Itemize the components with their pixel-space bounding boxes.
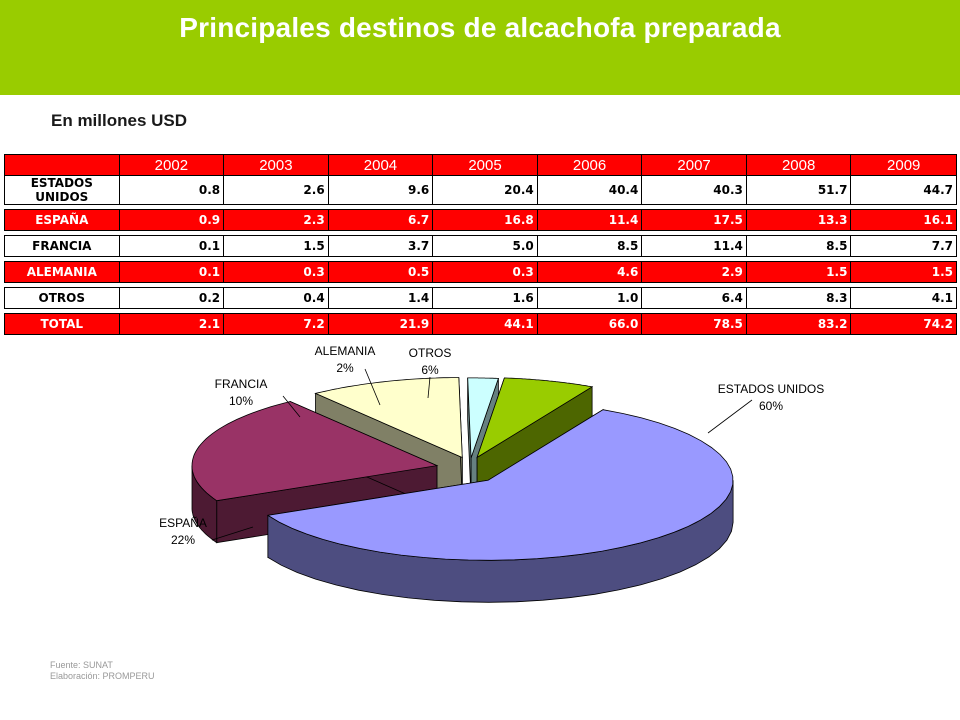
destinations-table: 2002 2003 2004 2005 2006 2007 2008 2009 … — [4, 154, 957, 335]
year-header: 2003 — [223, 154, 329, 176]
table-cell: 2.1 — [118, 313, 225, 335]
table-cell: 6.4 — [641, 287, 747, 309]
table-cell: 4.6 — [536, 261, 643, 283]
table-cell: 11.4 — [536, 209, 643, 231]
row-label: TOTAL — [4, 313, 120, 335]
table-cell: 17.5 — [641, 209, 747, 231]
slice-top-face — [467, 377, 499, 459]
table-cell: 5.0 — [432, 235, 538, 257]
table-cell: 0.5 — [327, 261, 434, 283]
table-cell: 7.2 — [223, 313, 329, 335]
table-cell: 2.3 — [223, 209, 329, 231]
table-subtitle: En millones USD — [51, 111, 188, 130]
year-header: 2008 — [745, 154, 852, 176]
year-header: 2005 — [432, 154, 538, 176]
row-label: ALEMANIA — [4, 261, 120, 283]
table-row: ESTADOS UNIDOS 0.8 2.6 9.6 20.4 40.4 40.3 51.7 4… — [4, 175, 957, 205]
table-cell: 0.4 — [223, 287, 329, 309]
table-header-row: 2002 2003 2004 2005 2006 2007 2008 2009 — [4, 154, 957, 176]
table-cell: 78.5 — [641, 313, 747, 335]
footer-elaboration: Elaboración: PROMPERU — [50, 671, 155, 681]
table-cell: 8.3 — [745, 287, 852, 309]
table-cell: 44.7 — [850, 175, 957, 205]
table-cell: 8.5 — [745, 235, 852, 257]
table-cell: 40.4 — [536, 175, 643, 205]
table-cell: 7.7 — [850, 235, 957, 257]
table-row: OTROS 0.2 0.4 1.4 1.6 1.0 6.4 8.3 4.1 — [4, 287, 957, 309]
year-header: 2009 — [850, 154, 957, 176]
table-cell: 9.6 — [327, 175, 434, 205]
page-title: Principales destinos de alcachofa prepar… — [179, 12, 781, 43]
table-cell: 51.7 — [745, 175, 852, 205]
footer-source: Fuente: SUNAT — [50, 660, 113, 670]
row-label: OTROS — [4, 287, 120, 309]
table-cell: 0.1 — [118, 261, 225, 283]
table-cell: 1.0 — [536, 287, 643, 309]
table-cell: 0.2 — [118, 287, 225, 309]
leader-line — [364, 368, 381, 406]
slice-percent-label: 2% — [336, 361, 354, 375]
table-cell: 21.9 — [327, 313, 434, 335]
table-cell: 1.5 — [745, 261, 852, 283]
slice-top-face — [191, 401, 439, 502]
table-cell: 13.3 — [745, 209, 852, 231]
table-cell: 0.3 — [432, 261, 538, 283]
slice-name-label: ESPAÑA — [159, 516, 207, 530]
table-cell: 2.6 — [223, 175, 329, 205]
slice-name-label: FRANCIA — [215, 377, 268, 391]
slice-top-face — [476, 377, 594, 459]
leader-line — [282, 395, 301, 418]
table-cell: 0.1 — [118, 235, 225, 257]
slice-name-label: ALEMANIA — [315, 344, 376, 358]
leader-line — [211, 526, 254, 541]
slice-top-face — [314, 377, 463, 459]
slice-percent-label: 22% — [171, 533, 195, 547]
table-cell: 8.5 — [536, 235, 643, 257]
slice-percent-label: 60% — [759, 399, 783, 413]
table-cell: 6.7 — [327, 209, 434, 231]
table-cell: 0.8 — [118, 175, 225, 205]
table-cell: 1.5 — [223, 235, 329, 257]
pie-slice — [266, 408, 734, 603]
table-cell: 40.3 — [641, 175, 747, 205]
header-band: Principales destinos de alcachofa prepar… — [0, 0, 960, 95]
table-cell: 11.4 — [641, 235, 747, 257]
row-label: ESPAÑA — [4, 209, 120, 231]
table-cell: 66.0 — [536, 313, 643, 335]
table-cell: 16.1 — [850, 209, 957, 231]
table-cell: 1.4 — [327, 287, 434, 309]
table-cell: 83.2 — [745, 313, 852, 335]
table-cell: 74.2 — [850, 313, 957, 335]
year-header: 2004 — [327, 154, 434, 176]
table-cell: 20.4 — [432, 175, 538, 205]
slice-percent-label: 10% — [229, 394, 253, 408]
slice-percent-label: 6% — [421, 363, 439, 377]
year-header: 2007 — [641, 154, 747, 176]
row-label: ESTADOS UNIDOS — [4, 175, 120, 205]
table-cell: 3.7 — [327, 235, 434, 257]
table-cell: 2.9 — [641, 261, 747, 283]
row-label: FRANCIA — [4, 235, 120, 257]
slice-top-face — [266, 409, 734, 561]
leader-line — [427, 376, 431, 399]
table-cell: 1.5 — [850, 261, 957, 283]
table-row: FRANCIA 0.1 1.5 3.7 5.0 8.5 11.4 8.5 7.7 — [4, 235, 957, 257]
year-header: 2002 — [118, 154, 225, 176]
year-header: 2006 — [536, 154, 643, 176]
table-row: ESPAÑA 0.9 2.3 6.7 16.8 11.4 17.5 13.3 16.1 — [4, 209, 957, 231]
table-row: TOTAL 2.1 7.2 21.9 44.1 66.0 78.5 83.2 74.2 — [4, 313, 957, 335]
slice-name-label: ESTADOS UNIDOS — [718, 382, 824, 396]
table-cell: 0.9 — [118, 209, 225, 231]
slice-name-label: OTROS — [409, 346, 452, 360]
table-cell: 1.6 — [432, 287, 538, 309]
footer: Fuente: SUNAT Elaboración: PROMPERU — [50, 660, 155, 682]
table-cell: 0.3 — [223, 261, 329, 283]
table-row: ALEMANIA 0.1 0.3 0.5 0.3 4.6 2.9 1.5 1.5 — [4, 261, 957, 283]
table-cell: 16.8 — [432, 209, 538, 231]
leader-line — [707, 399, 753, 434]
table-cell: 4.1 — [850, 287, 957, 309]
